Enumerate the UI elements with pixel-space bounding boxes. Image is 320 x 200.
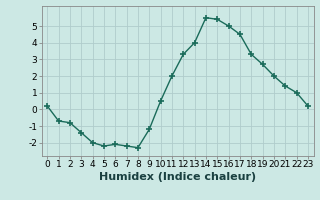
X-axis label: Humidex (Indice chaleur): Humidex (Indice chaleur) xyxy=(99,172,256,182)
